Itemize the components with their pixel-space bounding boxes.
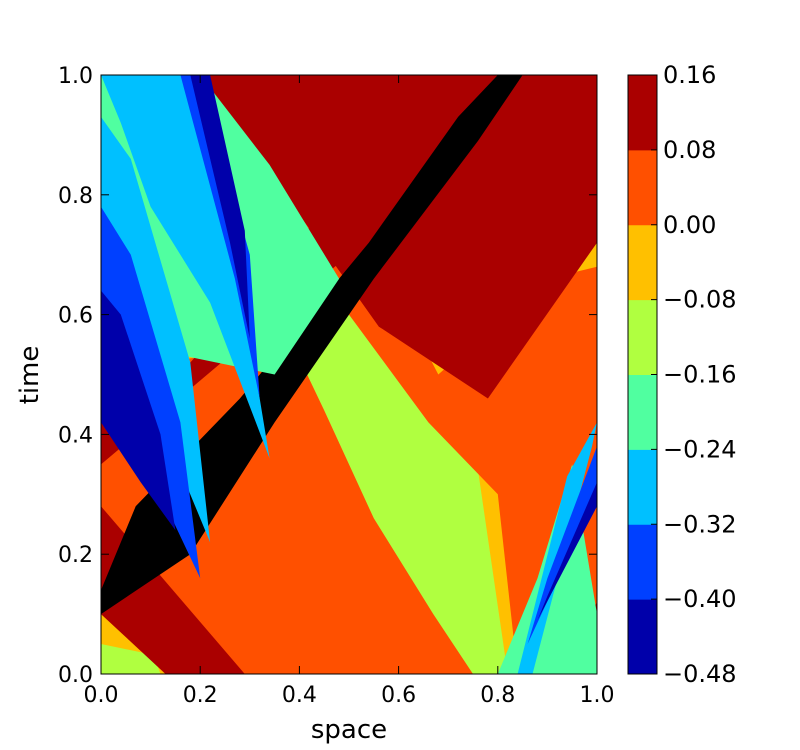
plot-frame	[100, 74, 598, 675]
colorbar-tick-label: −0.32	[663, 510, 737, 538]
plot-area	[101, 75, 597, 674]
colorbar-tick-label: 0.00	[663, 211, 716, 239]
colorbar-swatch	[628, 75, 657, 151]
colorbar-swatch	[628, 374, 657, 450]
colorbar-swatch	[628, 224, 657, 301]
colorbar-swatch	[628, 149, 657, 226]
colorbar-swatch	[628, 299, 657, 375]
colorbar-swatch	[628, 524, 657, 600]
x-tick-label: 0.8	[480, 683, 515, 708]
colorbar-swatch	[628, 599, 657, 675]
contour-region-16	[101, 75, 270, 459]
x-axis: 0.0 0.2 0.4 0.6 0.8 1.0	[84, 75, 615, 708]
colorbar-tick-label: −0.08	[663, 286, 737, 314]
x-tick-label: 0.0	[84, 683, 119, 708]
contour-region-21	[101, 290, 176, 531]
contour-region-17	[517, 422, 597, 674]
contour-region-20	[527, 446, 597, 644]
x-tick-label: 0.6	[381, 683, 416, 708]
colorbar-tick-label: −0.16	[663, 361, 737, 389]
colorbar-swatch	[628, 449, 657, 525]
colorbar-tick-label: 0.08	[663, 136, 716, 164]
contour-region-18	[101, 206, 201, 579]
colorbar-tick-label: −0.48	[663, 660, 737, 688]
contour-region-22	[190, 75, 250, 339]
colorbar-tick-label: −0.40	[663, 585, 737, 613]
colorbar-tick-label: 0.16	[663, 61, 716, 89]
y-tick-label: 0.4	[58, 423, 93, 448]
y-tick-label: 0.8	[58, 184, 93, 209]
x-tick-label: 0.2	[183, 683, 218, 708]
y-tick-label: 0.6	[58, 304, 93, 329]
x-axis-label: space	[311, 715, 387, 745]
y-tick-label: 0.0	[58, 663, 93, 688]
contour-region-15	[101, 116, 211, 543]
y-tick-label: 1.0	[58, 64, 93, 89]
contour-region-23	[537, 482, 597, 621]
colorbar-tick-label: −0.24	[663, 435, 737, 463]
y-axis-label: time	[15, 346, 45, 405]
contour-region-7	[101, 506, 245, 674]
contour-region-11	[101, 75, 523, 615]
x-tick-label: 1.0	[580, 683, 615, 708]
x-tick-label: 0.4	[282, 683, 317, 708]
y-axis: 0.0 0.2 0.4 0.6 0.8 1.0	[58, 64, 597, 688]
colorbar: −0.48 −0.40 −0.32 −0.24 −0.16 −0.08 0.00 0.08 0.…	[627, 61, 737, 688]
y-tick-label: 0.2	[58, 543, 93, 568]
